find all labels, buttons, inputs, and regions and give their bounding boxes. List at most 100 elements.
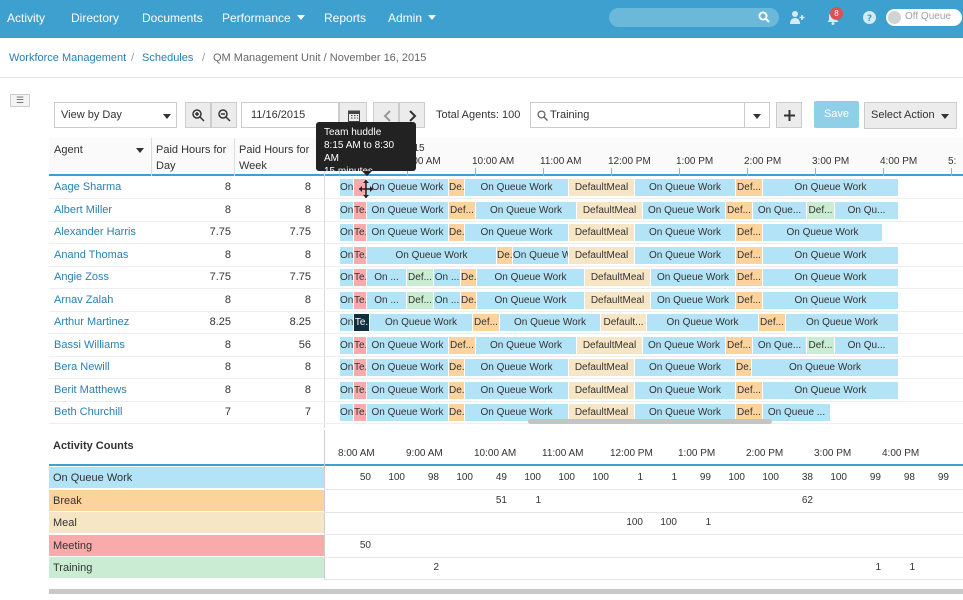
zoom-out-button[interactable] [211,102,237,128]
schedule-segment[interactable]: On [340,314,353,331]
schedule-segment[interactable]: On Queue Work [465,359,568,376]
schedule-segment[interactable]: On [340,224,353,241]
schedule-segment[interactable]: Te. [354,381,366,399]
schedule-segment[interactable]: On [340,381,353,399]
schedule-segment[interactable]: DefaultMeal [577,201,642,219]
agent-name-link[interactable]: Anand Thomas [54,248,129,261]
bottom-scrollbar[interactable] [49,589,963,594]
agent-name-link[interactable]: Alexander Harris [54,226,136,238]
agent-name-link[interactable]: Arthur Martinez [54,316,130,328]
schedule-segment[interactable]: On Queue Work [367,224,448,241]
schedule-segment[interactable]: DefaultMeal [577,336,642,354]
agent-name-link[interactable]: Berit Matthews [54,383,127,396]
schedule-segment[interactable]: On Queue Work [477,269,584,286]
schedule-segment[interactable]: On [340,336,353,354]
schedule-segment[interactable]: De. [736,359,751,376]
queue-toggle[interactable]: Off Queue [886,9,962,26]
schedule-segment[interactable]: On Queue Work [476,336,576,354]
schedule-segment[interactable]: DefaultMeal [569,359,634,376]
schedule-segment[interactable]: Def... [759,314,785,331]
schedule-segment[interactable]: On Qu... [835,201,898,219]
schedule-segment[interactable]: Def... [736,381,762,399]
schedule-segment[interactable]: On Queue Work [786,314,898,331]
help-icon[interactable]: ? [863,11,876,24]
schedule-segment[interactable]: On ... [367,269,406,286]
nav-activity[interactable]: Activity [7,11,46,25]
schedule-segment[interactable]: DefaultMeal [569,179,634,196]
schedule-segment[interactable]: On [340,291,353,309]
schedule-segment[interactable]: Te. [354,201,366,219]
agent-column-header[interactable]: Agent [54,144,83,156]
schedule-segment[interactable]: On Queue Work [647,314,758,331]
schedule-segment[interactable]: On [340,269,353,286]
schedule-segment[interactable]: On Queue Work [635,381,735,399]
schedule-segment[interactable]: De. [449,179,464,196]
schedule-segment[interactable]: On Queue Work [651,269,735,286]
agent-row[interactable]: Aage Sharma 8 8 On On Queue Work De. On Queue … [49,176,963,199]
add-activity-button[interactable] [776,102,802,128]
save-button[interactable]: Save [814,101,859,128]
schedule-segment[interactable]: On Queue Work [465,179,568,196]
schedule-segment[interactable]: On Queue Work [763,224,882,241]
schedule-segment[interactable]: On Queue Work [370,314,472,331]
schedule-segment[interactable]: On Queue ... [763,404,830,421]
breadcrumb-schedules[interactable]: Schedules [142,52,194,64]
schedule-segment[interactable]: On Queue Work [643,336,725,354]
agent-name-link[interactable]: Bera Newill [54,361,110,373]
activity-filter-select[interactable]: Training [530,102,770,128]
schedule-segment[interactable]: Def... [407,291,433,309]
schedule-segment[interactable]: On [340,404,353,421]
schedule-segment[interactable]: Te. [354,246,366,264]
schedule-segment[interactable]: On Queue Work [367,381,448,399]
schedule-segment[interactable]: Te. [354,269,366,286]
nav-reports[interactable]: Reports [324,11,367,25]
schedule-segment[interactable]: Def... [807,336,834,354]
zoom-in-button[interactable] [185,102,211,128]
schedule-segment[interactable]: On Que... [753,336,806,354]
schedule-segment[interactable]: On Queue Work [465,404,568,421]
schedule-segment[interactable]: Def... [449,201,475,219]
schedule-segment[interactable]: Te. [354,404,366,421]
schedule-segment[interactable]: DefaultMeal [585,269,650,286]
schedule-segment[interactable]: On ... [434,291,460,309]
schedule-segment[interactable]: On Queue Work [367,246,496,264]
schedule-segment[interactable]: De. [449,381,464,399]
schedule-segment[interactable]: On Queue Work [635,404,735,421]
schedule-segment[interactable]: On Queue Work [367,404,448,421]
agent-name-link[interactable]: Arnav Zalah [54,293,114,306]
search-input[interactable] [609,8,779,27]
schedule-segment[interactable]: Te. [354,224,366,241]
agent-row[interactable]: Arthur Martinez 8.25 8.25 On Te. On Queue Wor… [49,311,963,334]
schedule-segment[interactable]: On ... [434,269,460,286]
schedule-segment[interactable]: DefaultMeal [569,224,634,241]
schedule-segment[interactable]: On Queue Work [477,291,584,309]
schedule-segment[interactable]: Def... [726,201,752,219]
schedule-segment[interactable]: Def... [449,336,475,354]
schedule-segment[interactable]: De. [497,246,512,264]
schedule-segment[interactable]: On Queue Work [476,201,576,219]
schedule-segment[interactable]: DefaultMeal [569,404,634,421]
schedule-segment[interactable]: On Queue Work [635,224,735,241]
nav-documents[interactable]: Documents [142,11,203,25]
schedule-segment[interactable]: On [340,201,353,219]
schedule-segment[interactable]: Default... [601,314,646,331]
schedule-segment[interactable]: On [340,359,353,376]
schedule-segment[interactable]: Te. [354,359,366,376]
agent-name-link[interactable]: Beth Churchill [54,406,123,418]
schedule-segment[interactable]: On Queue Work [763,179,898,196]
schedule-segment[interactable]: Def... [736,291,762,309]
schedule-segment[interactable]: Te. [354,314,369,331]
schedule-segment[interactable]: On Queue Work [651,291,735,309]
schedule-segment[interactable]: On [340,179,353,196]
schedule-segment[interactable]: On Queue Work [635,246,735,264]
agent-name-link[interactable]: Bassi Williams [54,338,125,351]
schedule-segment[interactable]: De. [461,269,476,286]
schedule-segment[interactable]: On Queue Work [763,291,898,309]
schedule-segment[interactable]: On Qu... [835,336,898,354]
schedule-segment[interactable]: On ... [367,291,406,309]
